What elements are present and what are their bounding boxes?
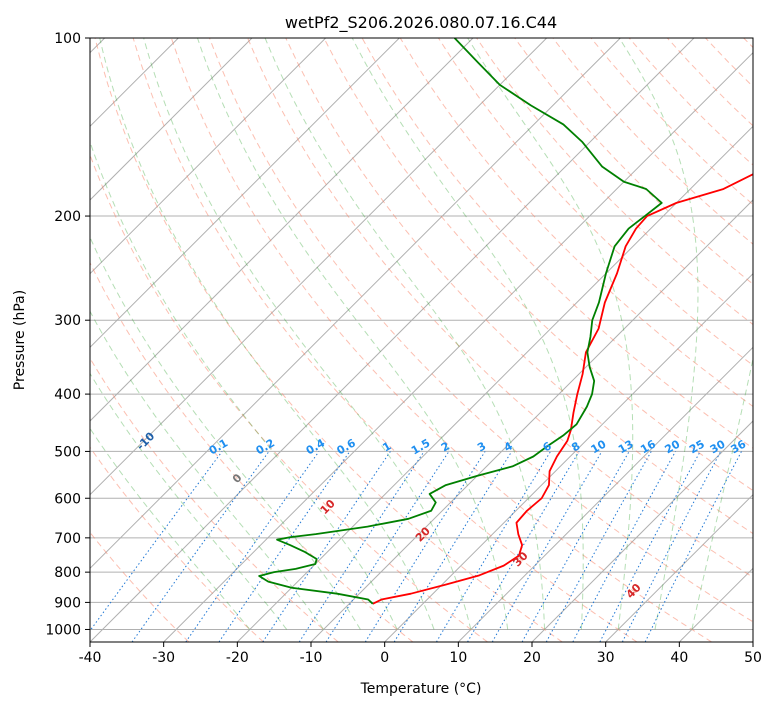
mixing-ratio-line: [325, 451, 450, 642]
x-tick-label: -20: [226, 650, 249, 666]
dry-adiabat-line: [90, 446, 264, 642]
isotherm-line: [90, 38, 621, 570]
isotherm-line: [384, 272, 753, 642]
isotherm-line: [90, 38, 474, 422]
dry-adiabat-line: [132, 38, 638, 642]
x-tick-label: -10: [300, 650, 323, 666]
y-tick-label: 100: [54, 31, 81, 47]
y-tick-label: 200: [54, 209, 81, 225]
dry-adiabat-line: [94, 38, 563, 642]
x-tick-label: 0: [380, 650, 389, 666]
series-line-temperature: [372, 172, 753, 605]
mixing-ratio-line: [521, 451, 630, 642]
moist-adiabat-line: [196, 38, 509, 630]
mixing-ratio-line: [644, 451, 742, 642]
moist-adiabat-line: [90, 372, 288, 630]
mixing-ratio-line: [131, 451, 270, 642]
y-tick-label: 400: [54, 387, 81, 403]
moist-adiabat-line: [90, 140, 398, 630]
plot-frame: [89, 37, 754, 643]
moist-adiabat-line: [691, 356, 753, 630]
x-axis-label: Temperature (°C): [360, 681, 482, 697]
isotherm-line: [90, 38, 253, 201]
moist-adiabat-line: [351, 38, 584, 630]
x-tick-label: 20: [523, 650, 541, 666]
y-tick-label: 1000: [45, 622, 81, 638]
moist-adiabat-line: [264, 38, 546, 630]
dry-adiabat-line: [476, 38, 753, 326]
x-tick-label: 10: [449, 650, 467, 666]
series-line-dewpoint: [258, 38, 663, 605]
y-axis-label: Pressure (hPa): [12, 290, 28, 390]
mixing-ratio-line: [185, 451, 320, 642]
isotherm-line: [457, 346, 753, 642]
isotherm-line: [90, 38, 327, 275]
mixing-ratio-line: [218, 451, 351, 642]
dry-adiabat-line: [209, 38, 753, 623]
mixing-ratio-line: [393, 451, 513, 642]
dry-adiabat-line: [170, 38, 712, 642]
dry-adiabat-line: [90, 261, 414, 642]
dry-adiabat-line: [247, 38, 753, 578]
y-tick-label: 900: [54, 595, 81, 611]
y-tick-label: 600: [54, 491, 81, 507]
x-tick-label: -30: [152, 650, 175, 666]
y-tick-label: 700: [54, 531, 81, 547]
isotherm-line: [90, 38, 400, 349]
moist-adiabat-line: [143, 38, 472, 630]
background-lines: [90, 38, 753, 642]
mixing-ratio-line: [262, 451, 391, 642]
sounding-series: [258, 38, 753, 605]
moist-adiabat-line: [467, 38, 634, 630]
isotherm-line: [90, 38, 548, 496]
isotherm-line: [605, 493, 753, 642]
mixing-ratio-line: [298, 451, 425, 642]
chart-title: wetPf2_S206.2026.080.07.16.C44: [285, 13, 557, 33]
x-tick-label: -40: [79, 650, 102, 666]
mixing-ratio-line: [90, 451, 223, 632]
isotherm-line: [531, 420, 753, 642]
dry-adiabat-line: [90, 357, 339, 642]
isotherm-line: [90, 38, 695, 642]
dry-adiabat-line: [323, 38, 753, 492]
moist-adiabat-line: [618, 38, 699, 630]
dry-adiabat-line: [514, 38, 753, 285]
dry-adiabat-line: [285, 38, 753, 535]
x-tick-label: 30: [597, 650, 615, 666]
y-tick-label: 800: [54, 565, 81, 581]
mixing-ratio-line: [572, 451, 676, 642]
x-tick-label: 50: [744, 650, 762, 666]
y-tick-label: 500: [54, 444, 81, 460]
y-tick-label: 300: [54, 313, 81, 329]
moist-adiabat-line: [90, 236, 361, 630]
x-tick-label: 40: [670, 650, 688, 666]
isotherm-line: [163, 51, 753, 642]
axes: -40 -30 -20 -10 0 10 20 30 40 50 100 200 300 400 500 60…: [45, 31, 762, 666]
isotherm-line: [236, 125, 753, 642]
moist-adiabat-line: [90, 427, 251, 630]
mixing-ratio-line: [621, 451, 722, 642]
moist-adiabat-line: [99, 38, 435, 630]
mixing-ratio-line: [545, 451, 652, 642]
